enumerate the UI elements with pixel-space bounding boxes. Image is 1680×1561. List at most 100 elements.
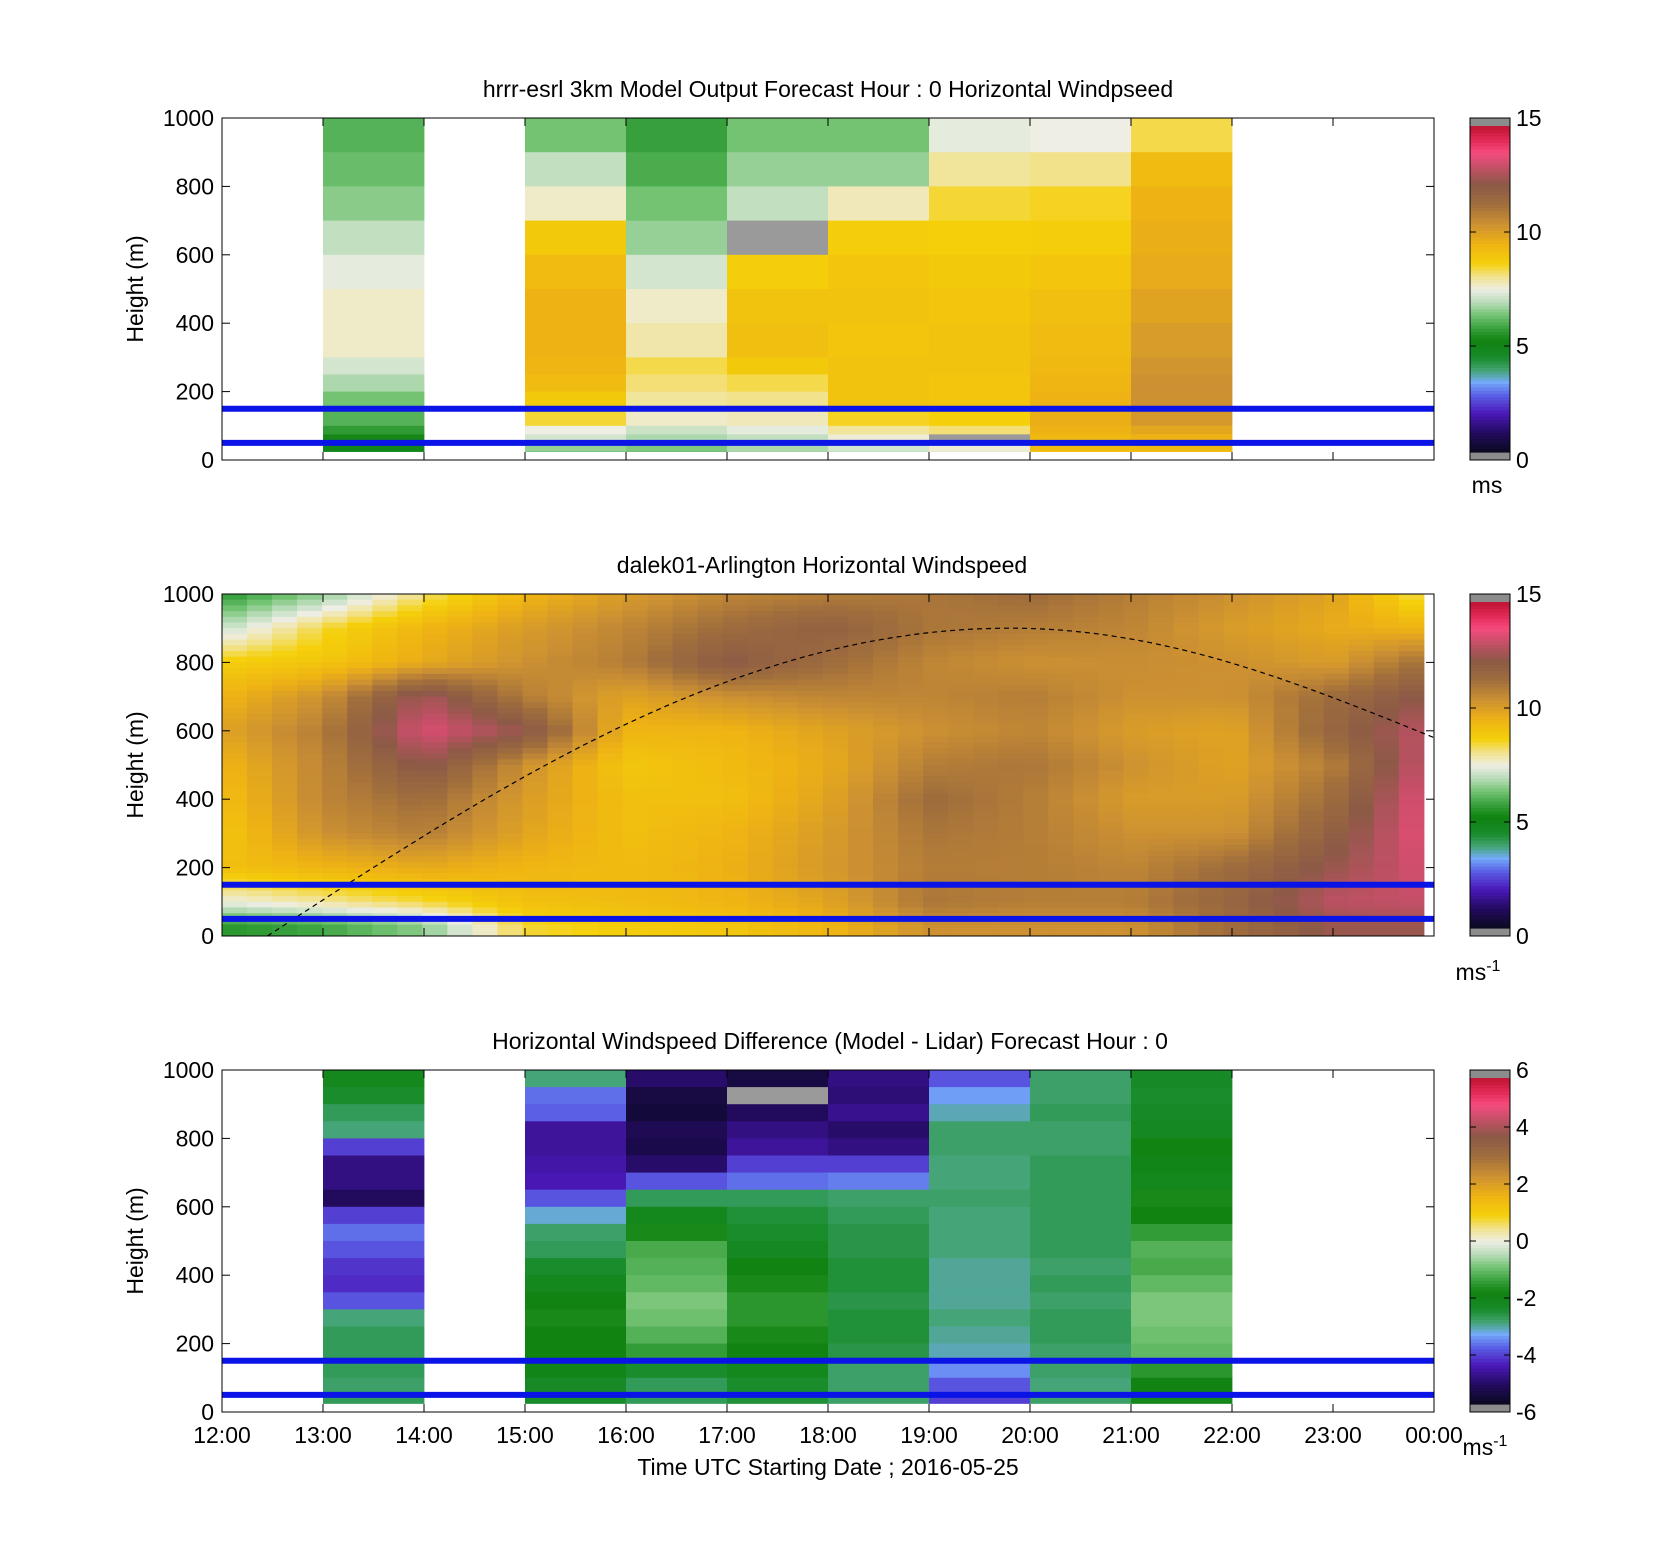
heatmap-cell [1373,605,1400,612]
heatmap-cell [1248,725,1275,732]
heatmap-cell [397,611,423,618]
heatmap-cell [497,907,523,914]
heatmap-cell [322,810,348,817]
heatmap-cell [247,776,273,783]
heatmap-cell [929,442,1031,452]
colorbar-segment [1470,1179,1510,1183]
heatmap-cell [1048,816,1074,823]
heatmap-cell [1198,605,1225,612]
heatmap-cell [772,793,799,800]
heatmap-cell [772,708,799,715]
heatmap-cell [297,633,323,641]
heatmap-cell [472,861,498,869]
heatmap-cell [272,639,298,646]
heatmap-cell [597,810,624,817]
heatmap-cell [1298,844,1325,851]
heatmap-cell [372,605,398,612]
heatmap-cell [747,708,774,715]
heatmap-cell [923,599,949,606]
heatmap-cell [647,890,674,897]
heatmap-cell [722,833,749,840]
colorbar-segment [1470,416,1510,420]
heatmap-cell [1273,793,1300,800]
heatmap-cell [572,639,599,646]
heatmap-cell [422,930,448,936]
heatmap-cell [597,708,624,715]
colorbar-segment [1470,282,1510,287]
heatmap-cell [372,651,398,658]
heatmap-cell [847,827,874,834]
heatmap-cell [1073,873,1099,880]
heatmap-cell [847,719,874,726]
heatmap-cell [797,827,824,834]
heatmap-cell [948,907,974,914]
heatmap-cell [1323,719,1350,726]
heatmap-cell [647,611,674,618]
heatmap-cell [1073,776,1099,783]
heatmap-cell [247,673,273,680]
heatmap-cell [948,930,974,936]
heatmap-cell [1048,867,1074,874]
colorbar-cap-bottom [1470,1404,1510,1412]
heatmap-cell [597,884,624,891]
heatmap-cell [847,730,874,737]
heatmap-cell [347,793,373,800]
heatmap-cell [447,690,473,698]
heatmap-cell [873,753,899,760]
heatmap-cell [272,702,298,709]
heatmap-cell [572,668,599,675]
heatmap-cell [1373,753,1400,760]
heatmap-cell [522,759,549,766]
heatmap-cell [626,1121,728,1139]
heatmap-cell [572,839,599,846]
heatmap-cell [622,759,649,766]
heatmap-cell [923,633,949,641]
heatmap-cell [547,918,574,926]
colorbar-segment [1470,686,1510,691]
heatmap-cell [626,1206,728,1225]
x-tick-label: 00:00 [1405,1422,1463,1448]
heatmap-cell [347,690,373,698]
heatmap-cell [1223,747,1250,755]
colorbar-segment [1470,1329,1510,1333]
heatmap-cell [973,736,999,743]
heatmap-cell [929,1360,1031,1379]
heatmap-cell [547,622,574,629]
heatmap-cell [1148,645,1175,652]
heatmap-cell [572,770,599,777]
colorbar-segment [1470,139,1510,143]
heatmap-cell [1030,1309,1132,1327]
heatmap-cell [722,599,749,606]
heatmap-cell [547,844,574,851]
heatmap-cell [1373,759,1400,766]
heatmap-cell [722,633,749,641]
heatmap-cell [747,730,774,737]
heatmap-cell [772,753,799,760]
heatmap-cell [1348,736,1375,743]
heatmap-cell [797,844,824,851]
colorbar-segment [1470,253,1510,257]
heatmap-cell [822,759,849,766]
colorbar-segment [1470,634,1510,639]
heatmap-cell [1173,599,1200,606]
heatmap-cell [1098,850,1124,857]
heatmap-cell [1248,747,1275,755]
heatmap-cell [1023,622,1049,629]
heatmap-cell [1123,787,1149,794]
heatmap-cell [1398,907,1425,914]
heatmap-cell [1373,668,1400,675]
heatmap-cell [873,827,899,834]
heatmap-cell [797,787,824,794]
heatmap-cell [622,856,649,863]
heatmap-cell [1323,645,1350,652]
heatmap-cell [1398,685,1425,692]
heatmap-cell [1373,839,1400,846]
colorbar-segment [1470,849,1510,854]
heatmap-cell [1273,867,1300,874]
heatmap-cell [222,890,248,897]
heatmap-cell [497,799,523,806]
heatmap-cell [272,884,298,891]
heatmap-cell [822,890,849,897]
heatmap-cell [898,799,924,806]
colorbar-segment [1470,165,1510,169]
